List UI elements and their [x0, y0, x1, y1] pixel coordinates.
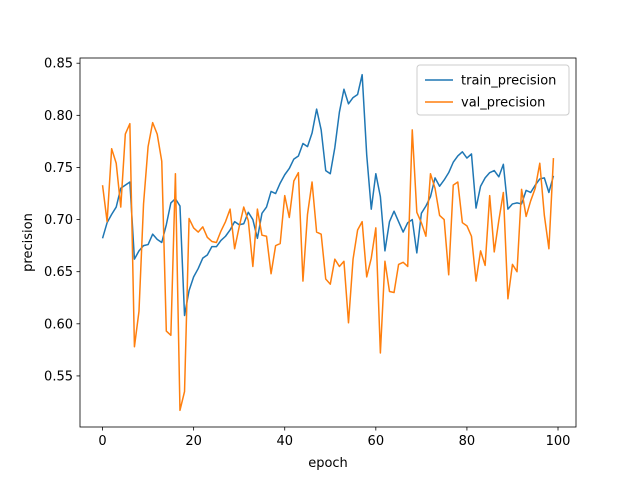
- y-tick-label: 0.85: [44, 57, 73, 72]
- plot-frame: [79, 57, 577, 428]
- legend-label: val_precision: [461, 96, 545, 111]
- y-tick-label: 0.80: [44, 109, 73, 124]
- y-tick-label: 0.75: [44, 161, 73, 176]
- line-series: [101, 121, 555, 412]
- y-tick-label: 0.55: [44, 369, 73, 384]
- x-tick-label: 40: [276, 434, 293, 449]
- y-axis-label: precision: [21, 213, 36, 272]
- y-tick-label: 0.70: [44, 213, 73, 228]
- line-series: [101, 73, 555, 317]
- x-axis-label: epoch: [308, 456, 348, 471]
- legend-box: [416, 64, 570, 116]
- x-tick-label: 0: [98, 434, 106, 449]
- x-tick-label: 20: [185, 434, 202, 449]
- x-tick-label: 100: [546, 434, 571, 449]
- x-tick-label: 80: [459, 434, 476, 449]
- y-tick-label: 0.65: [44, 265, 73, 280]
- x-tick-label: 60: [368, 434, 385, 449]
- legend-label: train_precision: [461, 74, 556, 89]
- y-tick-label: 0.60: [44, 317, 73, 332]
